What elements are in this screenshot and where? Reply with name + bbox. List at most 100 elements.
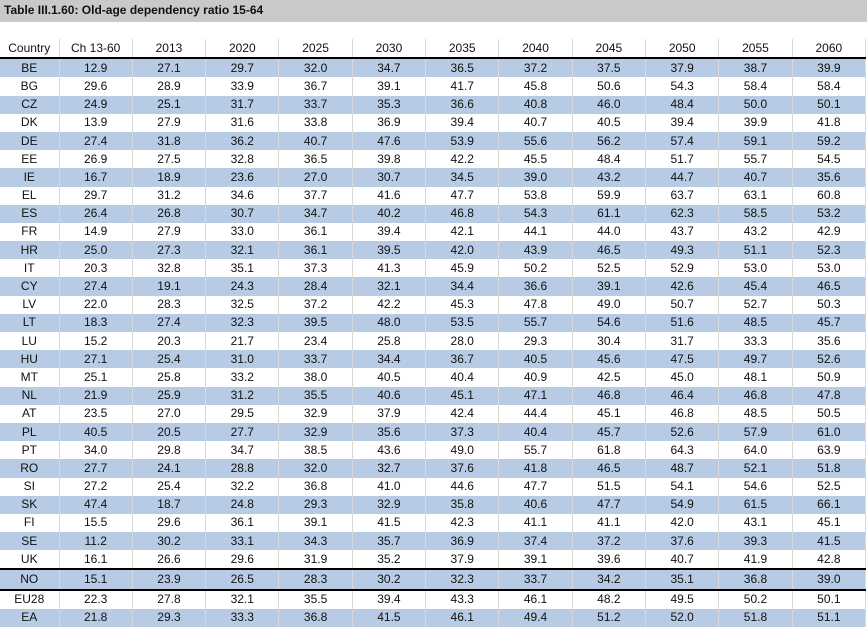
value-cell: 39.1 [278, 513, 353, 533]
value-cell: 44.0 [572, 222, 647, 242]
country-cell: CY [0, 277, 60, 296]
value-cell: 48.2 [572, 588, 647, 609]
value-cell: 43.2 [718, 222, 793, 242]
value-cell: 54.3 [498, 204, 573, 223]
value-cell: 23.5 [59, 404, 133, 423]
value-cell: 45.1 [792, 513, 867, 533]
value-cell: 36.5 [425, 58, 500, 78]
value-cell: 51.8 [792, 459, 867, 478]
value-cell: 47.4 [59, 495, 133, 514]
value-cell: 31.2 [132, 186, 207, 205]
value-cell: 30.7 [352, 168, 427, 187]
value-cell: 52.5 [572, 259, 647, 278]
table-row: PL 40.5 20.5 27.7 32.9 35.6 37.3 40.4 45.7 52.6 57… [0, 422, 867, 442]
value-cell: 40.5 [572, 113, 647, 132]
value-cell: 52.6 [792, 350, 867, 369]
table-row: MT 25.1 25.8 33.2 38.0 40.5 40.4 40.9 42.5 45.0 48… [0, 368, 867, 387]
value-cell: 40.6 [352, 386, 427, 405]
value-cell: 37.2 [278, 295, 353, 314]
country-cell: BE [0, 58, 60, 78]
value-cell: 47.7 [425, 186, 500, 205]
value-cell: 32.9 [352, 495, 427, 514]
value-cell: 37.9 [352, 404, 427, 423]
value-cell: 61.8 [572, 441, 647, 460]
value-cell: 35.6 [352, 422, 427, 442]
value-cell: 11.2 [59, 532, 133, 551]
table-row: EE 26.9 27.5 32.8 36.5 39.8 42.2 45.5 48.4 51.7 55… [0, 150, 867, 169]
value-cell: 50.3 [792, 295, 867, 314]
value-cell: 39.1 [498, 550, 573, 570]
value-cell: 51.8 [718, 608, 793, 627]
value-cell: 42.1 [425, 222, 500, 242]
value-cell: 46.5 [572, 459, 647, 478]
value-cell: 39.4 [352, 588, 427, 609]
table-row: AT 23.5 27.0 29.5 32.9 37.9 42.4 44.4 45.1 46.8 48… [0, 404, 867, 423]
value-cell: 41.8 [498, 459, 573, 478]
value-cell: 25.8 [132, 368, 207, 387]
value-cell: 49.5 [645, 588, 720, 609]
value-cell: 25.1 [132, 95, 207, 114]
value-cell: 36.9 [352, 113, 427, 132]
value-cell: 33.9 [205, 77, 280, 96]
value-cell: 51.1 [792, 608, 867, 627]
value-cell: 36.9 [425, 532, 500, 551]
value-cell: 32.8 [132, 259, 207, 278]
value-cell: 46.8 [425, 204, 500, 223]
table-row: FR 14.9 27.9 33.0 36.1 39.4 42.1 44.1 44.0 43.7 43… [0, 222, 867, 242]
country-cell: LT [0, 313, 60, 332]
value-cell: 40.5 [59, 422, 133, 442]
country-cell: DE [0, 131, 60, 151]
value-cell: 39.4 [645, 113, 720, 132]
value-cell: 45.6 [572, 350, 647, 369]
value-cell: 41.1 [498, 513, 573, 533]
value-cell: 39.5 [352, 241, 427, 260]
value-cell: 30.2 [132, 532, 207, 551]
value-cell: 15.2 [59, 332, 133, 351]
value-cell: 25.1 [59, 368, 133, 387]
value-cell: 52.5 [792, 477, 867, 496]
value-cell: 25.0 [59, 241, 133, 260]
dependency-ratio-table: Country Ch 13-60 2013 2020 2025 2030 2035 2040 2… [0, 39, 867, 627]
value-cell: 46.5 [572, 241, 647, 260]
value-cell: 42.0 [425, 241, 500, 260]
table-row: UK 16.1 26.6 29.6 31.9 35.2 37.9 39.1 39.6 40.7 41… [0, 550, 867, 570]
country-cell: FR [0, 222, 60, 242]
table-row: CY 27.4 19.1 24.3 28.4 32.1 34.4 36.6 39.1 42.6 45… [0, 277, 867, 296]
value-cell: 36.6 [425, 95, 500, 114]
value-cell: 36.2 [205, 131, 280, 151]
value-cell: 53.2 [792, 204, 867, 223]
value-cell: 40.9 [498, 368, 573, 387]
value-cell: 45.5 [498, 150, 573, 169]
value-cell: 29.3 [498, 332, 573, 351]
value-cell: 66.1 [792, 495, 867, 514]
value-cell: 19.1 [132, 277, 207, 296]
value-cell: 39.0 [792, 568, 867, 590]
value-cell: 46.8 [572, 386, 647, 405]
value-cell: 36.6 [498, 277, 573, 296]
value-cell: 41.6 [352, 186, 427, 205]
country-cell: LU [0, 332, 60, 351]
value-cell: 54.6 [718, 477, 793, 496]
value-cell: 29.3 [278, 495, 353, 514]
value-cell: 32.1 [205, 241, 280, 260]
value-cell: 40.7 [278, 131, 353, 151]
value-cell: 26.6 [132, 550, 207, 570]
table-row: BG 29.6 28.9 33.9 36.7 39.1 41.7 45.8 50.6 54.3 58… [0, 77, 867, 96]
value-cell: 16.7 [59, 168, 133, 187]
table-row: CZ 24.9 25.1 31.7 33.7 35.3 36.6 40.8 46.0 48.4 50… [0, 95, 867, 114]
value-cell: 52.9 [645, 259, 720, 278]
value-cell: 18.7 [132, 495, 207, 514]
value-cell: 31.0 [205, 350, 280, 369]
value-cell: 48.4 [572, 150, 647, 169]
table-row: NL 21.9 25.9 31.2 35.5 40.6 45.1 47.1 46.8 46.4 46… [0, 386, 867, 405]
value-cell: 27.4 [59, 277, 133, 296]
value-cell: 36.8 [278, 477, 353, 496]
value-cell: 55.6 [498, 131, 573, 151]
value-cell: 35.6 [792, 168, 867, 187]
value-cell: 28.4 [278, 277, 353, 296]
table-row: NO 15.1 23.9 26.5 28.3 30.2 32.3 33.7 34.2 35.1 36… [0, 568, 867, 590]
value-cell: 27.7 [59, 459, 133, 478]
value-cell: 49.4 [498, 608, 573, 627]
title-bar: Table III.1.60: Old-age dependency ratio… [0, 0, 867, 22]
value-cell: 37.3 [425, 422, 500, 442]
